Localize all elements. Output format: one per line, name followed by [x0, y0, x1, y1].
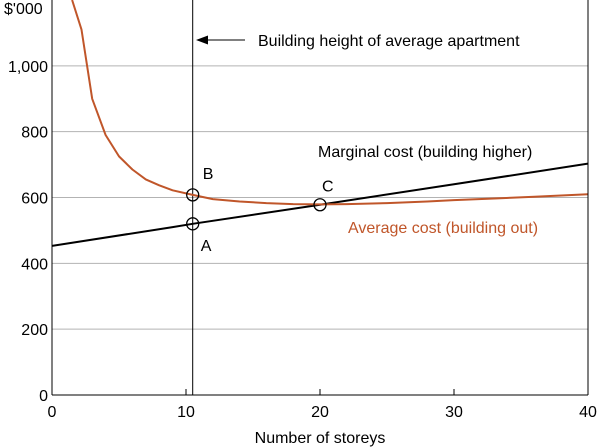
- y-tick-label-400: 400: [21, 256, 48, 273]
- average-cost-line: [71, 0, 588, 206]
- point-label-C: C: [322, 179, 334, 196]
- point-marker-C: [313, 198, 327, 212]
- point-markers: A B C: [186, 166, 334, 255]
- x-tick-label-20: 20: [311, 404, 329, 421]
- gridlines: [52, 65, 588, 330]
- x-tick-label-10: 10: [177, 404, 195, 421]
- axes: [51, 0, 589, 396]
- reference-annotation: Building height of average apartment: [196, 33, 520, 50]
- y-tick-label-1000: 1,000: [8, 59, 48, 76]
- y-tick-label-800: 800: [21, 125, 48, 142]
- x-tick-label-0: 0: [48, 404, 57, 421]
- x-tick-labels: 0 10 20 30 40: [48, 404, 597, 421]
- average-cost-label: Average cost (building out): [348, 220, 538, 237]
- x-axis-label: Number of storeys: [255, 430, 386, 447]
- point-label-A: A: [201, 238, 212, 255]
- y-tick-label-600: 600: [21, 191, 48, 208]
- y-tick-label-0: 0: [39, 388, 48, 405]
- marginal-cost-line: [52, 162, 588, 247]
- x-tick-label-30: 30: [445, 404, 463, 421]
- y-tick-label-200: 200: [21, 322, 48, 339]
- series-lines: [52, 0, 588, 395]
- point-marker-B: [186, 188, 200, 202]
- reference-label: Building height of average apartment: [258, 33, 520, 50]
- x-tick-label-40: 40: [579, 404, 597, 421]
- point-label-B: B: [203, 166, 214, 183]
- reference-arrow-head: [196, 35, 208, 45]
- marginal-cost-label: Marginal cost (building higher): [318, 144, 532, 161]
- y-axis-unit-label: $'000: [4, 1, 43, 18]
- y-tick-labels: 0 200 400 600 800 1,000: [8, 59, 48, 405]
- point-marker-A: [186, 217, 200, 231]
